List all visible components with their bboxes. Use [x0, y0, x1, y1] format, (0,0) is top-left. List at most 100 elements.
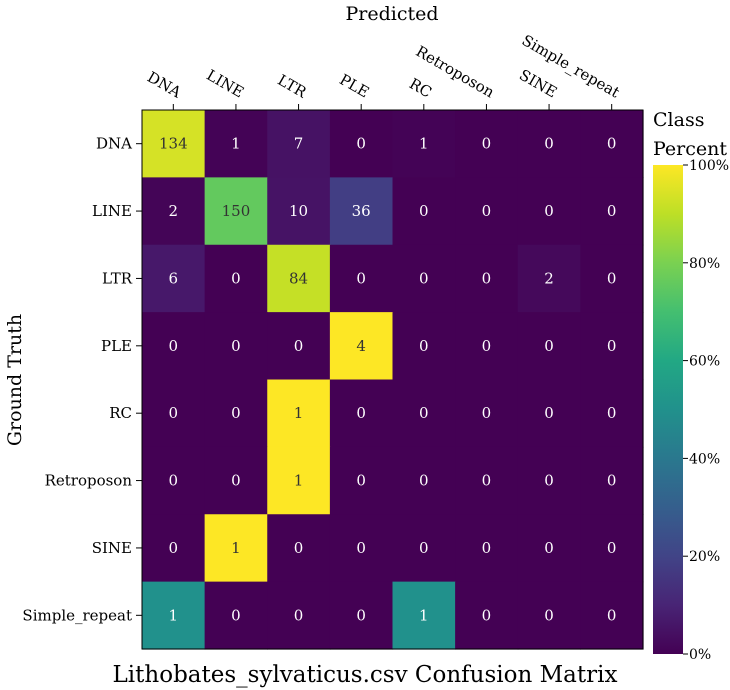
heatmap-cell [517, 379, 581, 448]
cell-value-label: 0 [544, 539, 554, 557]
cell-value-label: 0 [607, 404, 617, 422]
heatmap-cell [580, 446, 644, 515]
heatmap-cell [455, 244, 519, 313]
x-tick-label: DNA [144, 68, 184, 102]
colorbar-tick-label: 40% [689, 451, 720, 467]
cell-value-label: 0 [607, 606, 617, 624]
heatmap-cell [517, 514, 581, 583]
heatmap-cell [517, 581, 581, 650]
heatmap-cell [267, 446, 331, 515]
heatmap-cell [455, 110, 519, 178]
cell-value-label: 0 [607, 337, 617, 355]
y-tick-label: PLE [101, 337, 132, 355]
cell-value-label: 0 [607, 269, 617, 287]
heatmap-cell [455, 177, 519, 246]
cell-value-label: 0 [419, 202, 429, 220]
cell-value-label: 0 [419, 337, 429, 355]
y-axis-label: Ground Truth [4, 314, 26, 446]
y-tick-label: LINE [92, 202, 132, 220]
heatmap-cell [580, 312, 644, 381]
heatmap-cell [455, 514, 519, 583]
heatmap-cell [142, 446, 206, 515]
cell-value-label: 0 [607, 472, 617, 490]
heatmap-cell [580, 244, 644, 313]
heatmap-cell [142, 177, 206, 246]
heatmap-cell [204, 446, 268, 515]
x-tick-label: PLE [336, 70, 372, 101]
colorbar-title-line2: Percent [653, 138, 727, 160]
cell-value-label: 2 [544, 269, 554, 287]
cell-value-label: 0 [419, 404, 429, 422]
cell-value-label: 0 [231, 606, 241, 624]
y-tick-group: DNA LINE LTR PLE RC Retroposon SINE Simple_repe… [22, 135, 142, 624]
cell-value-label: 6 [169, 269, 179, 287]
heatmap-cell [392, 244, 456, 313]
heatmap-cell [142, 244, 206, 313]
cell-value-label: 0 [544, 472, 554, 490]
heatmap-cell [204, 110, 268, 178]
cell-value-label: 1 [419, 135, 429, 153]
cell-value-label: 0 [544, 337, 554, 355]
heatmap-cell [580, 581, 644, 650]
cell-value-label: 0 [169, 539, 179, 557]
cell-value-labels: 134 1 7 0 1 0 0 02 150 10 36 0 0 0 06 0 84 0 0 0 2 00 0 0 4 0 0 0 00… [159, 135, 616, 625]
heatmap-cell [580, 110, 644, 178]
heatmap-cell [329, 514, 394, 583]
cell-value-label: 0 [294, 606, 304, 624]
cell-value-label: 1 [294, 472, 304, 490]
heatmap-cell [392, 110, 456, 178]
heatmap-cell [392, 177, 456, 246]
cell-value-label: 0 [419, 269, 429, 287]
x-tick-label: LINE [203, 66, 247, 102]
colorbar-gradient [653, 165, 683, 654]
colorbar-tick-label: 0% [689, 647, 711, 663]
cell-value-label: 1 [419, 606, 429, 624]
y-tick-label: Simple_repeat [22, 606, 132, 624]
heatmap-cell [204, 379, 268, 448]
cell-value-label: 4 [356, 337, 366, 355]
heatmap-cell [580, 177, 644, 246]
cell-value-label: 0 [482, 202, 492, 220]
heatmap-cell [455, 379, 519, 448]
cell-value-label: 0 [607, 539, 617, 557]
y-tick-label: DNA [96, 135, 132, 153]
cell-value-label: 36 [352, 202, 371, 220]
heatmap-cell [329, 244, 394, 313]
colorbar-ticks: 0% 20% 40% 60% 80% 100% [683, 158, 729, 663]
cell-value-label: 2 [169, 202, 179, 220]
heatmap-cell [329, 110, 394, 178]
cell-value-label: 10 [289, 202, 308, 220]
cell-value-label: 0 [356, 135, 366, 153]
cell-value-label: 0 [169, 337, 179, 355]
heatmap-cell [329, 177, 394, 246]
cell-value-label: 0 [482, 269, 492, 287]
cell-value-label: 1 [231, 135, 241, 153]
y-tick-label: RC [109, 404, 132, 422]
heatmap-cell [517, 446, 581, 515]
cell-value-label: 0 [294, 539, 304, 557]
cell-value-label: 0 [482, 472, 492, 490]
y-tick-label: LTR [102, 269, 133, 287]
colorbar: Class Percent 0% 20% 40% 60% 80% 100% [653, 109, 729, 663]
heatmap-cell [142, 514, 206, 583]
cell-value-label: 0 [169, 472, 179, 490]
cell-value-label: 0 [356, 539, 366, 557]
heatmap-cell [455, 312, 519, 381]
colorbar-tick-label: 60% [689, 354, 720, 370]
heatmap-cell [517, 244, 581, 313]
cell-value-label: 0 [544, 606, 554, 624]
heatmap-cell [329, 312, 394, 381]
heatmap-cells [142, 110, 644, 650]
heatmap-cell [204, 312, 268, 381]
heatmap-cell [517, 110, 581, 178]
cell-value-label: 0 [231, 472, 241, 490]
heatmap-cell [204, 581, 268, 650]
colorbar-tick-label: 20% [689, 549, 720, 565]
cell-value-label: 0 [231, 404, 241, 422]
cell-value-label: 1 [294, 404, 304, 422]
cell-value-label: 0 [544, 202, 554, 220]
heatmap-cell [142, 110, 206, 178]
colorbar-tick-label: 80% [689, 256, 720, 272]
colorbar-title-line1: Class [653, 109, 704, 131]
